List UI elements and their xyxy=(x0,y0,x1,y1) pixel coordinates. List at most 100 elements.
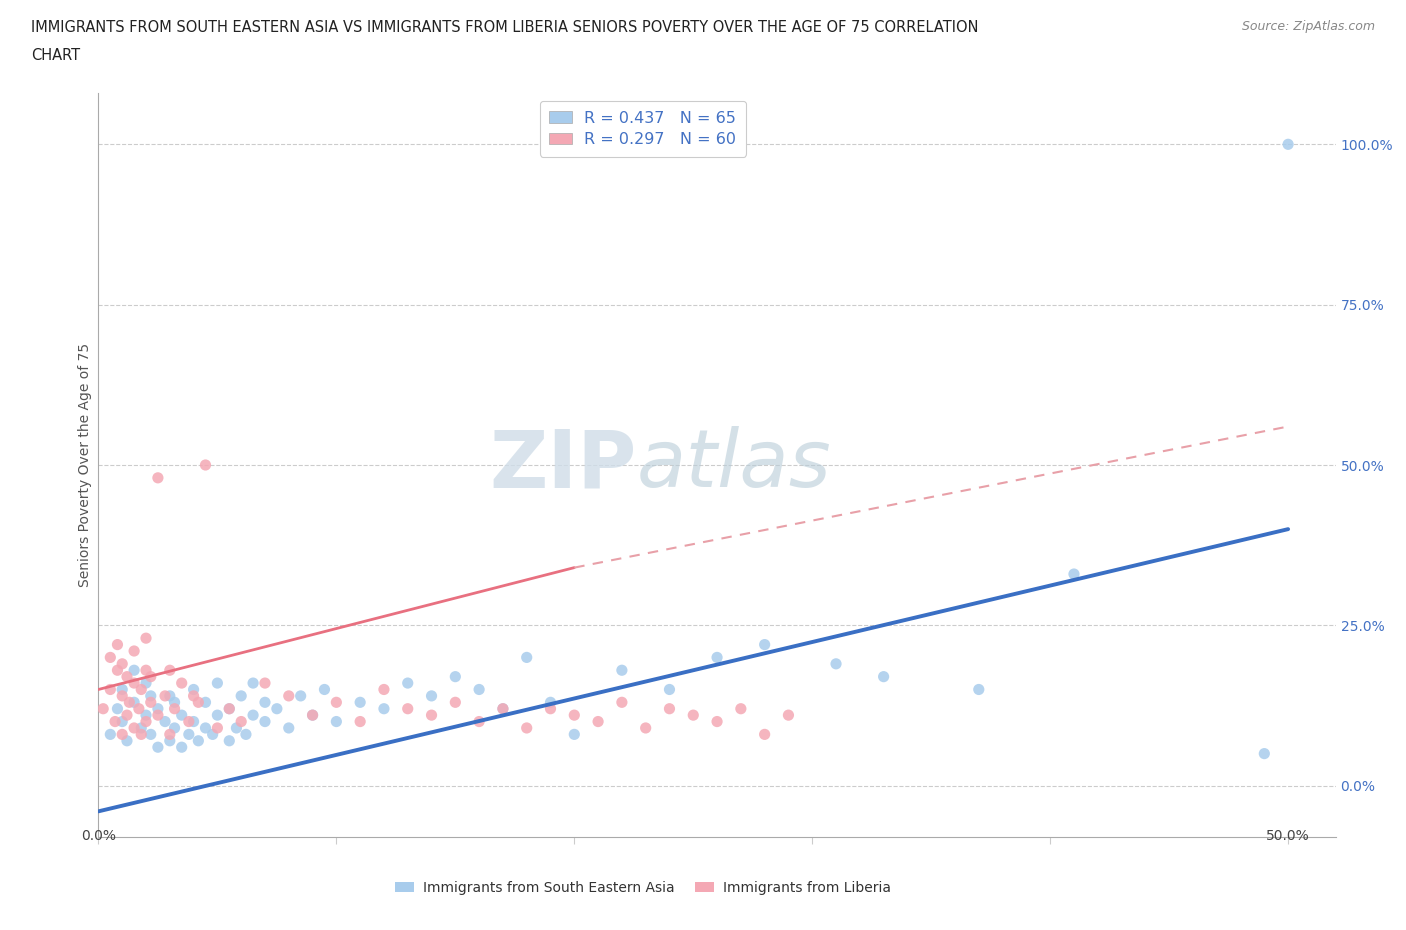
Text: CHART: CHART xyxy=(31,48,80,63)
Point xyxy=(122,663,145,678)
Point xyxy=(139,670,162,684)
Text: 0.0%: 0.0% xyxy=(82,830,115,844)
Point xyxy=(139,695,162,710)
Point xyxy=(253,714,276,729)
Point xyxy=(159,727,181,742)
Point xyxy=(516,721,538,736)
Point xyxy=(325,714,347,729)
Point xyxy=(610,695,633,710)
Point xyxy=(349,714,371,729)
Point xyxy=(420,708,443,723)
Point xyxy=(492,701,515,716)
Point xyxy=(242,675,264,690)
Point xyxy=(153,714,176,729)
Point xyxy=(301,708,323,723)
Point xyxy=(1253,746,1275,761)
Point xyxy=(177,714,200,729)
Point xyxy=(235,727,257,742)
Point xyxy=(468,682,491,697)
Point xyxy=(98,650,121,665)
Point xyxy=(706,650,728,665)
Point xyxy=(111,727,134,742)
Point xyxy=(468,714,491,729)
Point xyxy=(170,675,193,690)
Point xyxy=(967,682,990,697)
Point xyxy=(634,721,657,736)
Point xyxy=(170,708,193,723)
Point xyxy=(187,734,209,749)
Point xyxy=(139,727,162,742)
Point xyxy=(218,701,240,716)
Point xyxy=(183,714,205,729)
Point xyxy=(122,695,145,710)
Point xyxy=(658,701,681,716)
Point xyxy=(754,727,776,742)
Point xyxy=(194,695,217,710)
Point xyxy=(420,688,443,703)
Point xyxy=(115,734,138,749)
Point xyxy=(373,701,395,716)
Text: 50.0%: 50.0% xyxy=(1267,830,1310,844)
Point xyxy=(98,682,121,697)
Legend: Immigrants from South Eastern Asia, Immigrants from Liberia: Immigrants from South Eastern Asia, Immi… xyxy=(389,876,897,901)
Point xyxy=(1063,566,1085,581)
Point xyxy=(139,688,162,703)
Point xyxy=(314,682,336,697)
Point xyxy=(111,682,134,697)
Point xyxy=(194,458,217,472)
Point xyxy=(610,663,633,678)
Point xyxy=(111,714,134,729)
Point xyxy=(277,721,299,736)
Point xyxy=(225,721,247,736)
Point xyxy=(107,701,129,716)
Point xyxy=(562,727,585,742)
Point xyxy=(183,688,205,703)
Point xyxy=(194,721,217,736)
Point xyxy=(118,695,141,710)
Point xyxy=(396,701,419,716)
Point xyxy=(122,644,145,658)
Point xyxy=(444,670,467,684)
Point xyxy=(207,721,229,736)
Point xyxy=(218,734,240,749)
Point xyxy=(159,688,181,703)
Point xyxy=(146,701,169,716)
Point xyxy=(135,714,157,729)
Point xyxy=(163,695,186,710)
Point xyxy=(177,727,200,742)
Point xyxy=(540,695,562,710)
Point xyxy=(135,675,157,690)
Point xyxy=(146,739,169,754)
Point xyxy=(98,727,121,742)
Point xyxy=(231,714,253,729)
Point xyxy=(754,637,776,652)
Point xyxy=(266,701,288,716)
Point xyxy=(135,631,157,645)
Point xyxy=(301,708,323,723)
Point xyxy=(492,701,515,716)
Point xyxy=(730,701,752,716)
Point xyxy=(201,727,224,742)
Point xyxy=(128,701,150,716)
Point xyxy=(682,708,704,723)
Point xyxy=(91,701,114,716)
Point xyxy=(516,650,538,665)
Point xyxy=(135,663,157,678)
Point xyxy=(658,682,681,697)
Text: atlas: atlas xyxy=(637,426,831,504)
Point xyxy=(872,670,894,684)
Point xyxy=(373,682,395,697)
Point xyxy=(207,708,229,723)
Point xyxy=(163,721,186,736)
Point xyxy=(253,695,276,710)
Point xyxy=(146,471,169,485)
Point xyxy=(115,708,138,723)
Point xyxy=(540,701,562,716)
Point xyxy=(586,714,609,729)
Point xyxy=(290,688,312,703)
Point xyxy=(231,688,253,703)
Point xyxy=(159,663,181,678)
Y-axis label: Seniors Poverty Over the Age of 75: Seniors Poverty Over the Age of 75 xyxy=(79,343,93,587)
Text: IMMIGRANTS FROM SOUTH EASTERN ASIA VS IMMIGRANTS FROM LIBERIA SENIORS POVERTY OV: IMMIGRANTS FROM SOUTH EASTERN ASIA VS IM… xyxy=(31,20,979,35)
Point xyxy=(187,695,209,710)
